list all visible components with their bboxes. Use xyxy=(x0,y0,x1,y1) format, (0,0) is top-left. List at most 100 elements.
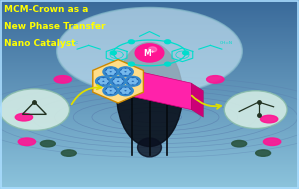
Polygon shape xyxy=(191,83,203,117)
Bar xyxy=(0,108,299,109)
Bar xyxy=(0,173,299,174)
Circle shape xyxy=(126,73,129,74)
Bar xyxy=(0,166,299,167)
Bar xyxy=(0,52,299,53)
Bar xyxy=(0,19,299,20)
Bar xyxy=(0,62,299,63)
Bar xyxy=(0,143,299,144)
Bar xyxy=(0,13,299,14)
Bar xyxy=(0,49,299,50)
Circle shape xyxy=(108,92,111,94)
Bar xyxy=(0,36,299,37)
Bar xyxy=(0,38,299,39)
Bar xyxy=(0,22,299,23)
Bar xyxy=(0,10,299,11)
Bar xyxy=(0,183,299,184)
Bar xyxy=(0,107,299,108)
Bar xyxy=(0,95,299,96)
Bar xyxy=(0,115,299,116)
Circle shape xyxy=(126,92,129,94)
Bar xyxy=(0,114,299,115)
Bar xyxy=(0,46,299,47)
Bar xyxy=(0,29,299,30)
Circle shape xyxy=(106,90,109,92)
Bar xyxy=(0,17,299,18)
Bar xyxy=(0,138,299,139)
Bar xyxy=(0,79,299,80)
Bar xyxy=(0,15,299,16)
Circle shape xyxy=(130,82,133,84)
Bar xyxy=(0,151,299,152)
Bar xyxy=(0,39,299,40)
Bar xyxy=(0,180,299,181)
Circle shape xyxy=(99,80,102,82)
Bar xyxy=(0,86,299,87)
Bar xyxy=(0,37,299,38)
Ellipse shape xyxy=(138,138,161,157)
Circle shape xyxy=(135,80,138,82)
Circle shape xyxy=(148,47,157,52)
Bar xyxy=(0,145,299,146)
Bar xyxy=(0,127,299,128)
Circle shape xyxy=(183,51,189,55)
Bar xyxy=(0,125,299,126)
Circle shape xyxy=(164,40,170,44)
Bar xyxy=(0,90,299,91)
Text: Nano Catalyst: Nano Catalyst xyxy=(4,39,75,48)
Bar xyxy=(0,116,299,117)
Bar xyxy=(0,176,299,177)
Ellipse shape xyxy=(224,91,287,129)
Bar xyxy=(0,88,299,89)
Bar xyxy=(0,121,299,122)
Bar xyxy=(0,3,299,4)
Circle shape xyxy=(120,69,131,75)
Bar xyxy=(0,157,299,158)
Bar xyxy=(0,171,299,172)
Bar xyxy=(0,159,299,160)
Bar xyxy=(0,119,299,120)
Ellipse shape xyxy=(0,89,69,130)
Bar xyxy=(0,76,299,77)
Bar xyxy=(0,74,299,75)
Bar xyxy=(0,113,299,114)
Ellipse shape xyxy=(18,138,36,146)
Bar xyxy=(0,6,299,7)
Bar xyxy=(0,18,299,19)
Bar xyxy=(0,58,299,59)
Bar xyxy=(0,42,299,43)
Circle shape xyxy=(128,62,134,66)
Circle shape xyxy=(100,82,103,84)
Bar xyxy=(0,112,299,113)
Circle shape xyxy=(106,88,116,94)
Circle shape xyxy=(128,78,138,84)
Ellipse shape xyxy=(57,8,242,94)
Bar xyxy=(0,174,299,175)
Bar xyxy=(0,170,299,171)
Polygon shape xyxy=(106,64,191,110)
Bar xyxy=(0,153,299,154)
Bar xyxy=(0,162,299,163)
Circle shape xyxy=(111,88,114,90)
Bar xyxy=(0,16,299,17)
Circle shape xyxy=(122,92,125,94)
Bar xyxy=(0,9,299,10)
Bar xyxy=(0,163,299,164)
Bar xyxy=(0,33,299,34)
Bar xyxy=(0,56,299,57)
Bar xyxy=(0,4,299,5)
Bar xyxy=(0,5,299,6)
Bar xyxy=(0,99,299,100)
Circle shape xyxy=(111,69,114,71)
Circle shape xyxy=(113,80,116,82)
Bar xyxy=(0,135,299,136)
Bar xyxy=(0,103,299,104)
Bar xyxy=(0,182,299,183)
Bar xyxy=(0,64,299,65)
Bar xyxy=(0,101,299,102)
Circle shape xyxy=(122,88,125,90)
Bar xyxy=(0,65,299,66)
Circle shape xyxy=(115,82,118,84)
Bar xyxy=(0,130,299,131)
Bar xyxy=(0,188,299,189)
Text: MCM-Crown as a: MCM-Crown as a xyxy=(4,5,88,14)
